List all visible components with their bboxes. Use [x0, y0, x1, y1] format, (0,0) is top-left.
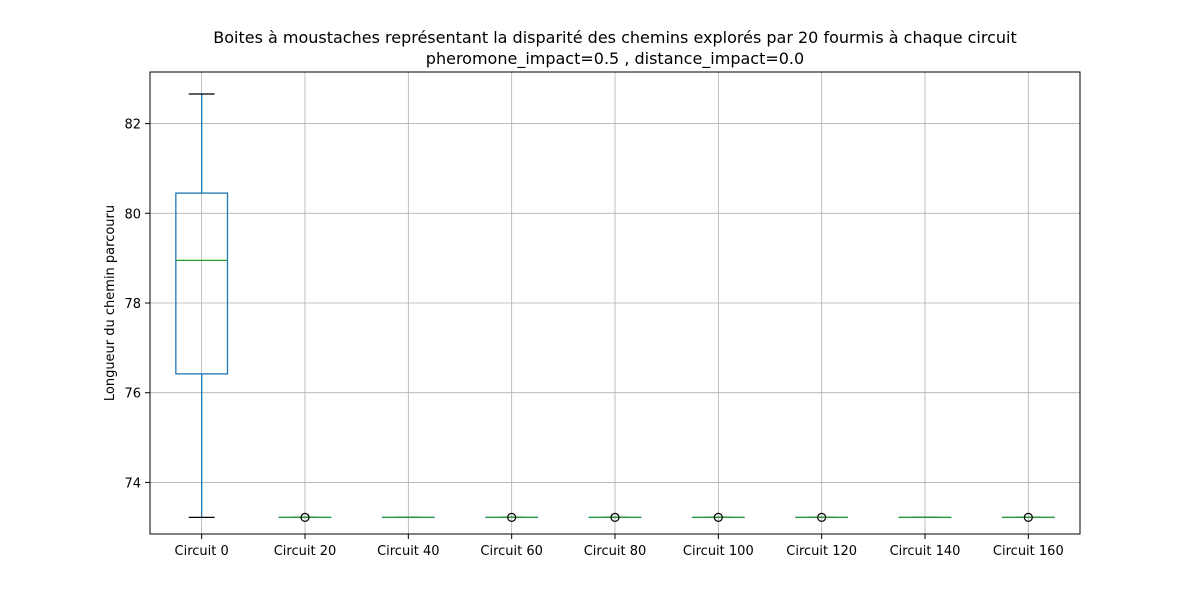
chart-title: Boites à moustaches représentant la disp…: [213, 28, 1017, 47]
y-tick-label: 74: [124, 476, 141, 491]
x-tick-label: Circuit 120: [786, 544, 857, 559]
tick-layer: Circuit 0 Circuit 20 Circuit 40 Circuit 60 C…: [124, 118, 1063, 559]
box-layer: [175, 93, 1055, 523]
x-tick-label: Circuit 100: [683, 544, 754, 559]
x-tick-label: Circuit 80: [584, 544, 647, 559]
plot-frame: [149, 71, 1081, 535]
y-tick-label: 82: [124, 118, 141, 133]
x-tick-label: Circuit 140: [890, 544, 961, 559]
y-axis-label: Longueur du chemin parcouru: [103, 205, 118, 401]
y-tick-label: 76: [124, 387, 141, 402]
box-group: [691, 512, 745, 523]
box-group: [175, 93, 229, 519]
flier-point: [507, 512, 517, 523]
x-tick-label: Circuit 0: [175, 544, 229, 559]
flier-point: [713, 512, 723, 523]
chart-subtitle: pheromone_impact=0.5 , distance_impact=0…: [426, 49, 804, 69]
box-iqr: [175, 192, 229, 375]
x-tick-label: Circuit 40: [377, 544, 440, 559]
flier-point: [817, 512, 827, 523]
box-group: [1001, 512, 1055, 523]
y-tick-label: 78: [124, 297, 141, 312]
box-group: [278, 512, 332, 523]
x-tick-label: Circuit 20: [274, 544, 337, 559]
box-group: [588, 512, 642, 523]
flier-point: [300, 512, 310, 523]
flier-point: [610, 512, 620, 523]
y-tick-label: 80: [124, 207, 141, 222]
box-group: [485, 512, 539, 523]
grid-layer: [150, 72, 1080, 534]
flier-point: [1023, 512, 1033, 523]
x-tick-label: Circuit 160: [993, 544, 1064, 559]
box-group: [795, 512, 849, 523]
x-tick-label: Circuit 60: [480, 544, 543, 559]
